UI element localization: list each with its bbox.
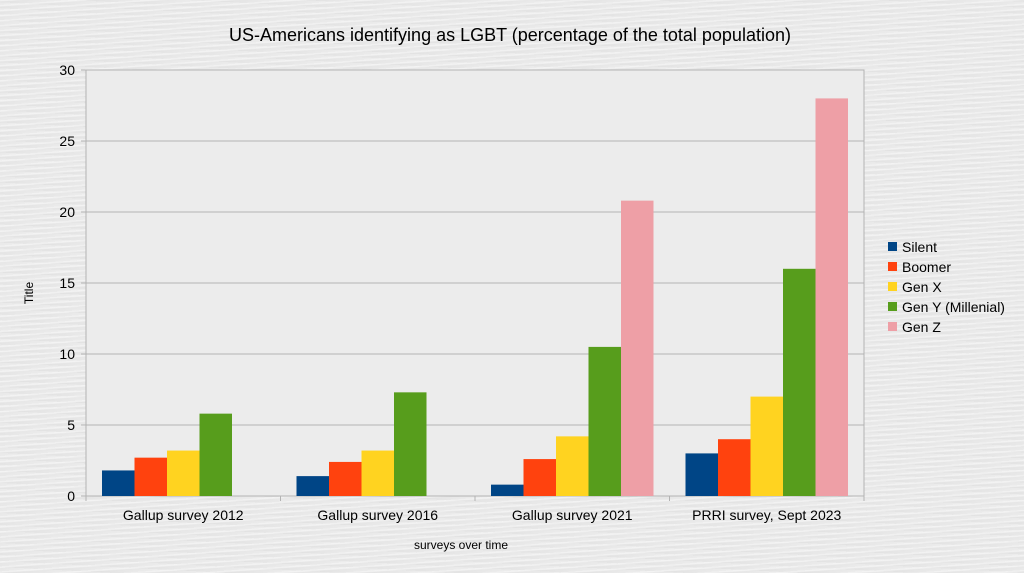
y-tick-label: 20 bbox=[59, 204, 75, 220]
x-tick-label: Gallup survey 2021 bbox=[512, 507, 633, 523]
y-tick-label: 15 bbox=[59, 275, 75, 291]
legend-swatch bbox=[888, 242, 897, 251]
bar-gen-y-millenial bbox=[588, 346, 621, 496]
bar-silent bbox=[296, 476, 329, 496]
legend-swatch bbox=[888, 282, 897, 291]
bar-gen-y-millenial bbox=[199, 413, 232, 496]
bar-boomer bbox=[329, 461, 362, 496]
bar-silent bbox=[685, 453, 718, 496]
bar-boomer bbox=[718, 439, 751, 496]
legend: Silent Boomer Gen X Gen Y (Millenial) Gen Z bbox=[888, 239, 1005, 335]
bar-boomer bbox=[134, 457, 167, 496]
legend-swatch bbox=[888, 322, 897, 331]
legend-label: Boomer bbox=[902, 259, 951, 275]
bar-gen-y-millenial bbox=[783, 268, 816, 496]
y-tick-label: 30 bbox=[59, 62, 75, 78]
legend-label: Gen Y (Millenial) bbox=[902, 299, 1005, 315]
y-tick-label: 25 bbox=[59, 133, 75, 149]
plot-area: 0 5 10 15 20 25 30 Gallup survey 2012 Gallup sur… bbox=[59, 62, 865, 523]
x-tick-label: Gallup survey 2016 bbox=[317, 507, 438, 523]
bar-gen-x bbox=[750, 396, 783, 496]
bar-gen-z bbox=[621, 200, 654, 496]
legend-label: Silent bbox=[902, 239, 937, 255]
bar-gen-y-millenial bbox=[394, 392, 427, 496]
bar-silent bbox=[102, 470, 135, 496]
chart-title: US-Americans identifying as LGBT (percen… bbox=[229, 25, 791, 45]
bar-silent bbox=[491, 484, 524, 496]
bar-boomer bbox=[523, 459, 556, 496]
legend-swatch bbox=[888, 262, 897, 271]
x-tick-label: Gallup survey 2012 bbox=[123, 507, 244, 523]
legend-swatch bbox=[888, 302, 897, 311]
bar-gen-x bbox=[556, 436, 589, 496]
bar-gen-x bbox=[167, 450, 200, 496]
y-axis-label: Title bbox=[22, 282, 36, 305]
x-tick-label: PRRI survey, Sept 2023 bbox=[692, 507, 841, 523]
y-tick-label: 5 bbox=[67, 417, 75, 433]
legend-label: Gen X bbox=[902, 279, 942, 295]
x-axis-label: surveys over time bbox=[414, 538, 508, 552]
legend-label: Gen Z bbox=[902, 319, 941, 335]
bar-gen-z bbox=[815, 98, 848, 497]
bar-gen-x bbox=[361, 450, 394, 496]
y-tick-label: 0 bbox=[67, 488, 75, 504]
y-tick-label: 10 bbox=[59, 346, 75, 362]
